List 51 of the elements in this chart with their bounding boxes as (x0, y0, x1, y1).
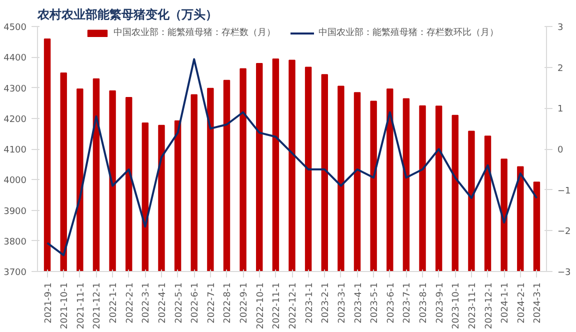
x-tick-label: 2023-4-1 (354, 282, 364, 324)
x-tick-label: 2023-5-1 (370, 282, 380, 324)
x-tick-label: 2024-3-1 (533, 282, 544, 324)
x-tick-label: 2021-11-1 (76, 282, 86, 330)
x-tick-label: 2022-6-1 (190, 282, 201, 324)
x-tick-label: 2023-1-1 (304, 282, 315, 324)
x-tick-label: 2023-6-1 (386, 282, 396, 324)
x-tick-label: 2022-2-1 (125, 282, 136, 324)
x-tick-label: 2022-3-1 (142, 282, 152, 324)
x-tick-label: 2023-11-1 (468, 282, 478, 330)
chart-title: 农村农业部能繁母猪变化（万头） (36, 8, 218, 22)
y-tick-label: 3700 (4, 268, 27, 278)
x-tick-label: 2021-12-1 (92, 282, 103, 330)
x-tick-label: 2023-7-1 (402, 282, 413, 324)
y2-tick-label: 1 (558, 104, 564, 115)
y-tick-label: 4400 (4, 54, 27, 64)
y2-tick-label: −3 (558, 268, 571, 278)
x-tick-label: 2022-8-1 (223, 282, 234, 324)
legend-label: 中国农业部：能繁殖母猪：存栏数环比（月） (318, 26, 498, 39)
y-tick-label: 4000 (4, 176, 27, 186)
y2-tick-label: 3 (558, 23, 564, 33)
y-tick-label: 4500 (4, 23, 27, 33)
x-tick-label: 2022-11-1 (272, 282, 282, 330)
x-tick-label: 2022-10-1 (256, 282, 266, 330)
x-tick-label: 2022-1-1 (109, 282, 120, 324)
legend-label: 中国农业部：能繁殖母猪：存栏数（月） (114, 26, 276, 39)
y2-tick-label: 0 (558, 146, 564, 156)
x-tick-label: 2023-8-1 (419, 282, 430, 324)
y-tick-label: 3900 (4, 206, 27, 217)
x-tick-label: 2021-10-1 (60, 282, 70, 330)
y-tick-label: 4300 (4, 84, 27, 94)
x-tick-label: 2023-12-1 (484, 282, 494, 330)
x-tick-label: 2023-9-1 (435, 282, 446, 324)
x-tick-label: 2023-10-1 (452, 282, 462, 330)
x-tick-label: 2023-3-1 (337, 282, 348, 324)
x-tick-label: 2022-12-1 (288, 282, 298, 330)
y2-tick-label: 2 (558, 64, 564, 74)
y-tick-label: 3800 (4, 237, 27, 248)
x-tick-label: 2023-2-1 (321, 282, 332, 324)
y2-tick-label: −1 (558, 186, 571, 196)
x-tick-label: 2022-5-1 (174, 282, 184, 324)
x-tick-label: 2022-4-1 (158, 282, 168, 324)
x-tick-label: 2022-9-1 (240, 282, 250, 324)
y-tick-label: 4100 (4, 146, 27, 156)
line-series (46, 58, 538, 256)
x-tick-label: 2024-1-1 (500, 282, 511, 324)
x-tick-label: 2022-7-1 (206, 282, 217, 324)
y2-tick-label: −2 (558, 227, 571, 238)
x-tick-label: 2024-2-1 (516, 282, 527, 324)
y-tick-label: 4200 (4, 114, 27, 125)
x-tick-label: 2021-9-1 (44, 282, 54, 324)
